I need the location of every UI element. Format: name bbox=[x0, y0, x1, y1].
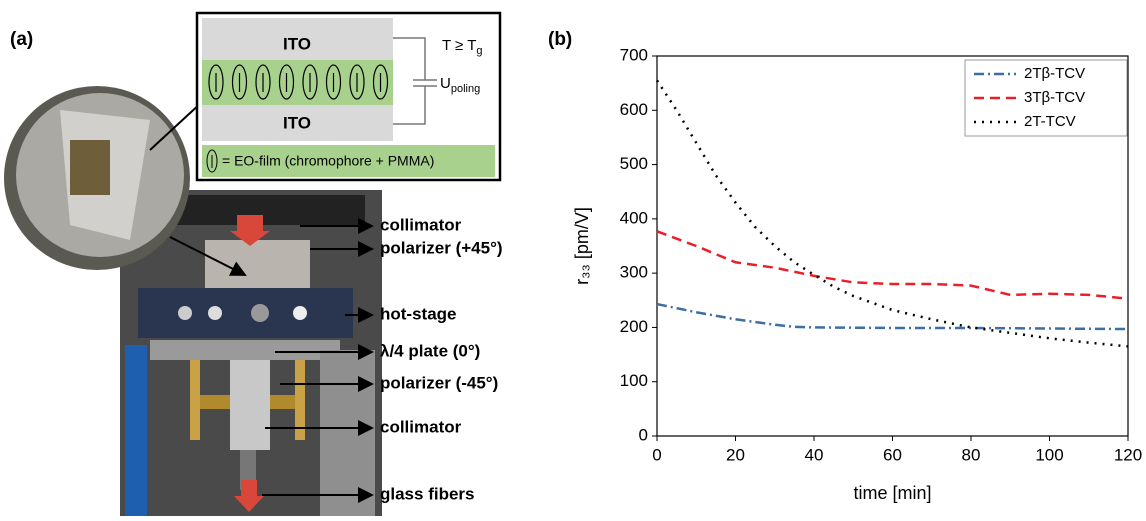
film-legend: = EO-film (chromophore + PMMA) bbox=[222, 153, 434, 169]
poling-voltage: Upoling bbox=[440, 75, 480, 95]
data-line bbox=[656, 230, 1129, 300]
data-line bbox=[655, 79, 1129, 348]
component-label: collimator bbox=[380, 215, 462, 234]
component-label: polarizer (+45°) bbox=[380, 238, 503, 257]
dipole bbox=[372, 64, 389, 100]
y-tick-label: 100 bbox=[620, 371, 648, 390]
photo bbox=[4, 86, 382, 516]
dipole bbox=[208, 64, 224, 100]
x-tick-label: 120 bbox=[1114, 445, 1142, 464]
x-tick-label: 60 bbox=[883, 445, 902, 464]
x-tick-label: 0 bbox=[652, 445, 661, 464]
poling-diagram: ITO ITO T ≥ Tg Upoling = EO-film (chromo… bbox=[195, 11, 502, 182]
component-label: glass fibers bbox=[380, 484, 475, 503]
dipole bbox=[255, 64, 271, 100]
x-tick-label: 20 bbox=[726, 445, 745, 464]
dipole bbox=[278, 64, 295, 100]
dipole bbox=[325, 64, 342, 100]
dipole bbox=[302, 64, 318, 100]
y-tick-label: 300 bbox=[620, 263, 648, 282]
component-label: collimator bbox=[380, 417, 462, 436]
legend-label: 2T-TCV bbox=[1024, 113, 1076, 130]
y-tick-label: 400 bbox=[620, 208, 648, 227]
ito-label: ITO bbox=[283, 34, 311, 53]
y-axis-label: r₃₃ [pm/V] bbox=[572, 207, 592, 285]
y-tick-label: 0 bbox=[639, 425, 648, 444]
ito-label: ITO bbox=[283, 113, 311, 132]
x-tick-label: 80 bbox=[962, 445, 981, 464]
legend-label: 2Tβ-TCV bbox=[1024, 65, 1085, 82]
component-label: λ/4 plate (0°) bbox=[380, 341, 480, 360]
x-tick-label: 100 bbox=[1035, 445, 1063, 464]
panel-label: (a) bbox=[10, 29, 33, 50]
y-tick-label: 600 bbox=[620, 100, 648, 119]
y-tick-label: 500 bbox=[620, 154, 648, 173]
panel-label: (b) bbox=[548, 29, 572, 50]
x-tick-label: 40 bbox=[805, 445, 824, 464]
data-line bbox=[656, 302, 1129, 331]
y-tick-label: 200 bbox=[620, 317, 648, 336]
dipole bbox=[231, 64, 248, 100]
x-axis-label: time [min] bbox=[853, 483, 931, 503]
dipole bbox=[349, 64, 365, 100]
poling-condition: T ≥ Tg bbox=[442, 37, 482, 57]
legend-label: 3Tβ-TCV bbox=[1024, 89, 1085, 106]
component-label: polarizer (-45°) bbox=[380, 373, 498, 392]
component-label: hot-stage bbox=[380, 304, 457, 323]
y-tick-label: 700 bbox=[620, 45, 648, 64]
